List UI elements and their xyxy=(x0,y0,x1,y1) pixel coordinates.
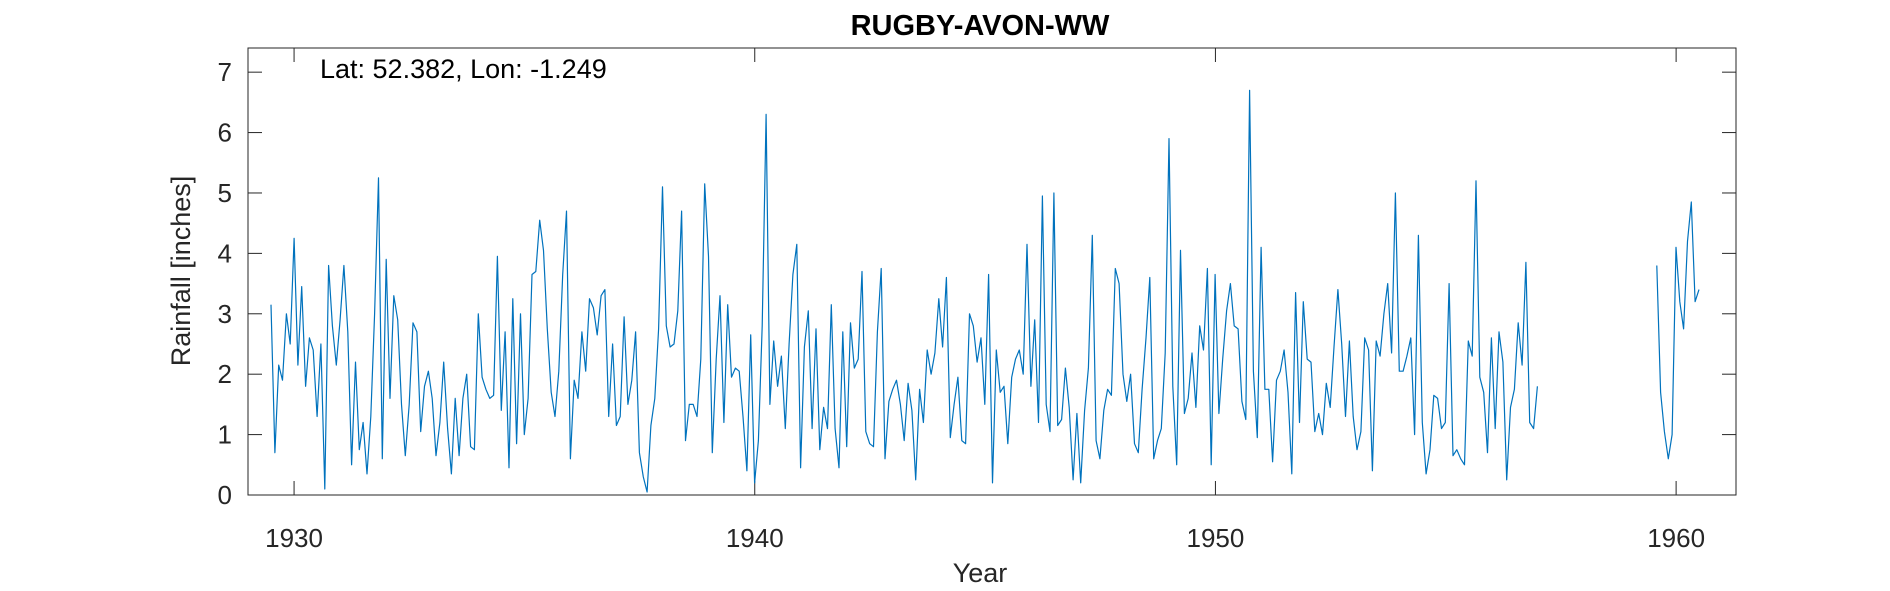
x-tick-label: 1940 xyxy=(726,523,784,553)
y-tick-label: 7 xyxy=(218,57,232,87)
series-layer xyxy=(270,89,1700,493)
plot-area xyxy=(247,47,1737,496)
chart-title: RUGBY-AVON-WW xyxy=(851,10,1110,42)
y-tick-label: 5 xyxy=(218,178,232,208)
y-tick-label: 6 xyxy=(218,118,232,148)
x-axis: 1930 1940 1950 1960 xyxy=(265,48,1705,553)
x-axis-label: Year xyxy=(953,558,1008,588)
x-tick-label: 1930 xyxy=(265,523,323,553)
rainfall-series-line xyxy=(270,89,1538,493)
x-tick-label: 1950 xyxy=(1187,523,1245,553)
x-tick-label: 1960 xyxy=(1647,523,1705,553)
y-tick-label: 4 xyxy=(218,238,232,268)
y-tick-label: 2 xyxy=(218,359,232,389)
location-annotation: Lat: 52.382, Lon: -1.249 xyxy=(320,54,607,84)
y-axis-label: Rainfall [inches] xyxy=(166,176,196,367)
y-tick-label: 3 xyxy=(218,299,232,329)
y-tick-label: 0 xyxy=(218,480,232,510)
y-axis: 0 1 2 3 4 5 6 7 xyxy=(218,57,1736,510)
rainfall-series-line xyxy=(1656,201,1700,460)
y-tick-label: 1 xyxy=(218,420,232,450)
